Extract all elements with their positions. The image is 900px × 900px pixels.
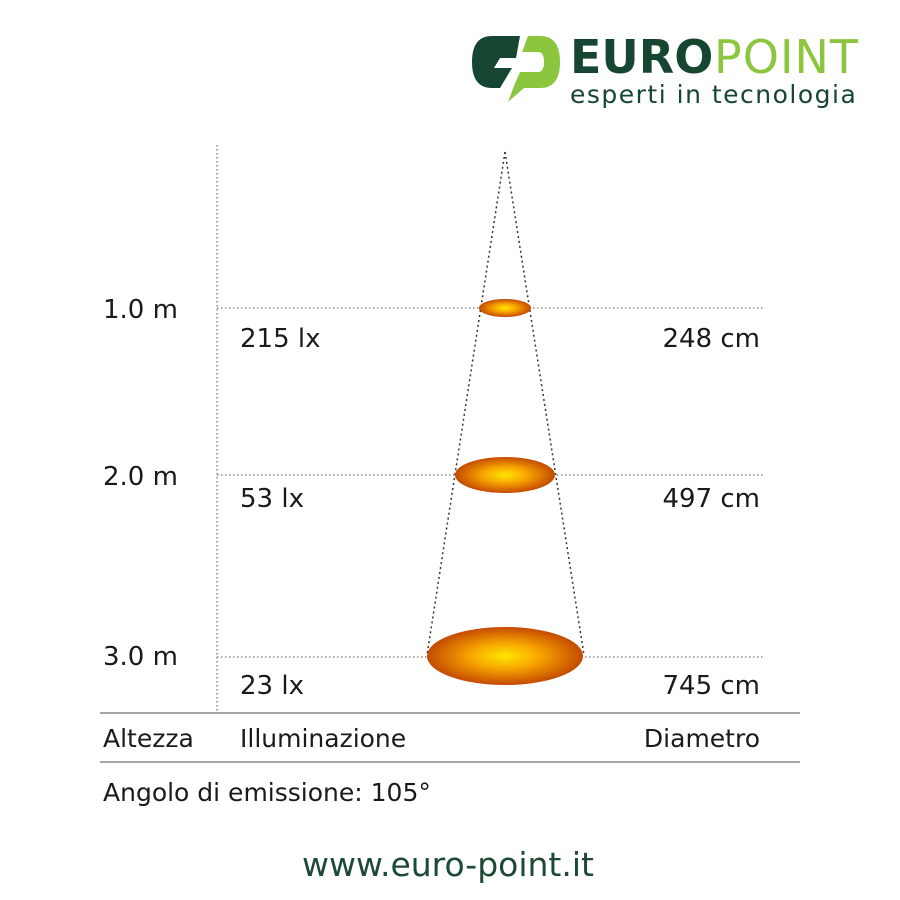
logo-brand-point: POINT xyxy=(714,30,859,84)
europoint-logo: EURO POINT esperti in tecnologia xyxy=(472,30,859,109)
height-label-3: 3.0 m xyxy=(103,642,178,672)
logo-e-mark xyxy=(472,36,520,88)
beam-edge-right xyxy=(504,151,585,656)
light-spot-2m xyxy=(455,457,555,493)
height-label-2: 2.0 m xyxy=(103,462,178,492)
beam-angle-text: Angolo di emissione: 105° xyxy=(103,778,431,807)
website-url: www.euro-point.it xyxy=(302,845,594,884)
diameter-value-3: 745 cm xyxy=(662,671,760,701)
logo-brand-euro: EURO xyxy=(570,30,713,84)
header-illuminance: Illuminazione xyxy=(240,724,406,753)
height-label-1: 1.0 m xyxy=(103,295,178,325)
diameter-value-2: 497 cm xyxy=(662,484,760,514)
light-spot-3m xyxy=(427,627,583,685)
header-height: Altezza xyxy=(103,724,194,753)
logo-tagline: esperti in tecnologia xyxy=(570,80,857,109)
beam-edge-left xyxy=(426,151,506,656)
illuminance-value-3: 23 lx xyxy=(240,671,304,701)
header-diameter: Diametro xyxy=(644,724,760,753)
light-spot-1m xyxy=(479,299,531,317)
illuminance-value-1: 215 lx xyxy=(240,324,321,354)
illuminance-value-2: 53 lx xyxy=(240,484,304,514)
diameter-value-1: 248 cm xyxy=(662,324,760,354)
logo-p-mark xyxy=(508,36,560,102)
